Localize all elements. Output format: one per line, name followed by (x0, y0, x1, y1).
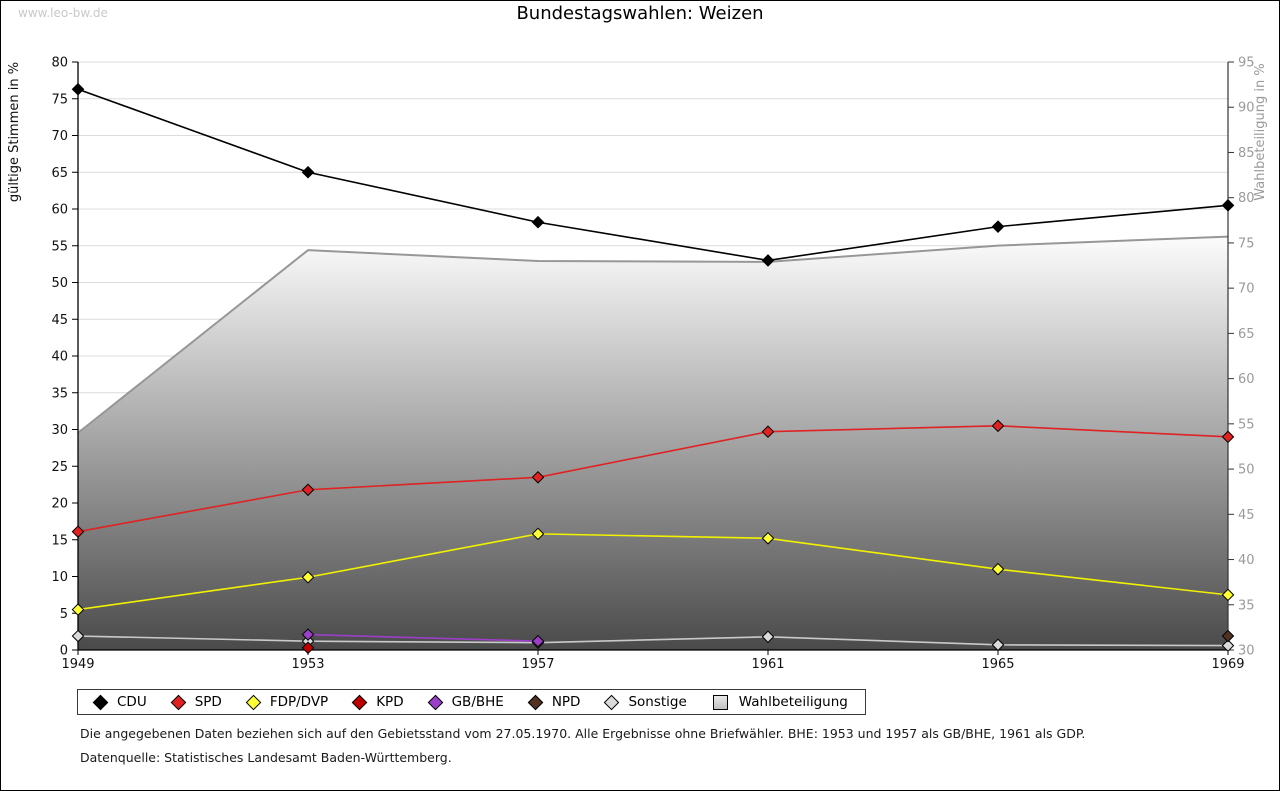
svg-text:45: 45 (51, 313, 68, 328)
square-marker-icon (712, 694, 728, 710)
chart-legend: CDU SPD FDP/DVP KPD GB/BHE NPD Sonstige Wahlbet… (77, 689, 866, 715)
diamond-marker-icon (92, 694, 109, 710)
legend-label: NPD (551, 694, 581, 710)
diamond-marker-icon (170, 694, 186, 710)
series-cdu (71, 82, 1235, 267)
svg-text:65: 65 (51, 166, 68, 181)
svg-text:90: 90 (1238, 101, 1255, 116)
svg-text:5: 5 (60, 607, 68, 622)
legend-label: CDU (117, 694, 147, 710)
svg-text:65: 65 (1238, 327, 1255, 342)
legend-label: Sonstige (628, 694, 687, 710)
diamond-marker-icon (351, 694, 368, 710)
svg-text:60: 60 (51, 203, 68, 218)
svg-text:35: 35 (51, 386, 68, 401)
svg-text:25: 25 (51, 460, 68, 475)
legend-label: Wahlbeteiligung (738, 694, 848, 710)
legend-item-fdp-dvp: FDP/DVP (235, 694, 341, 710)
svg-text:40: 40 (1238, 553, 1255, 568)
series-npd (1221, 629, 1235, 643)
legend-item-spd: SPD (160, 694, 235, 710)
svg-text:1953: 1953 (291, 657, 324, 672)
svg-text:55: 55 (51, 239, 68, 254)
svg-text:75: 75 (51, 92, 68, 107)
legend-label: FDP/DVP (269, 694, 329, 710)
series-gb-bhe (301, 628, 545, 648)
chart-title: Bundestagswahlen: Weizen (516, 3, 764, 24)
diamond-marker-icon (527, 694, 544, 710)
svg-text:35: 35 (1238, 598, 1255, 613)
series-kpd (301, 641, 315, 655)
series-spd (71, 419, 1235, 538)
legend-item-sonstige: Sonstige (593, 694, 699, 710)
election-line-chart: 0 5 10 15 20 25 30 35 40 45 50 55 60 65 70 75 80 30 35 40 45… (7, 56, 1268, 673)
svg-text:1957: 1957 (521, 657, 554, 672)
right-axis-title: Wahlbeteiligung in % (1253, 63, 1268, 200)
legend-item-wahlbeteiligung: Wahlbeteiligung (700, 694, 861, 710)
svg-text:80: 80 (51, 56, 68, 71)
svg-text:70: 70 (51, 129, 68, 144)
legend-item-kpd: KPD (341, 694, 416, 710)
svg-text:55: 55 (1238, 417, 1255, 432)
legend-label: SPD (194, 694, 222, 710)
svg-text:15: 15 (51, 533, 68, 548)
legend-label: GB/BHE (451, 694, 504, 710)
turnout-area-series (77, 235, 1229, 651)
svg-text:80: 80 (1238, 191, 1255, 206)
svg-text:95: 95 (1238, 56, 1255, 71)
svg-text:20: 20 (51, 497, 68, 512)
footnote-data-note: Die angegebenen Daten beziehen sich auf … (80, 726, 1086, 741)
svg-text:1965: 1965 (981, 657, 1014, 672)
legend-item-npd: NPD (517, 694, 594, 710)
diamond-marker-icon (245, 694, 262, 710)
svg-text:50: 50 (1238, 463, 1255, 478)
watermark: www.leo-bw.de (18, 6, 108, 20)
svg-text:85: 85 (1238, 146, 1255, 161)
svg-text:30: 30 (1238, 644, 1255, 659)
svg-text:60: 60 (1238, 372, 1255, 387)
x-axis-ticks: 1949 1953 1957 1961 1965 1969 (61, 650, 1245, 672)
svg-text:45: 45 (1238, 508, 1255, 523)
legend-item-cdu: CDU (82, 694, 160, 710)
svg-text:70: 70 (1238, 282, 1255, 297)
svg-text:75: 75 (1238, 236, 1255, 251)
svg-text:40: 40 (51, 350, 68, 365)
left-axis-ticks: 0 5 10 15 20 25 30 35 40 45 50 55 60 65 70 75 80 (51, 56, 78, 659)
footnote-source: Datenquelle: Statistisches Landesamt Bad… (80, 750, 452, 765)
svg-text:0: 0 (60, 644, 68, 659)
diamond-marker-icon (604, 694, 620, 710)
right-axis-ticks: 30 35 40 45 50 55 60 65 70 75 80 85 90 95 (1228, 56, 1255, 659)
svg-text:1969: 1969 (1211, 657, 1244, 672)
series-fdp-dvp (71, 527, 1235, 616)
legend-label: KPD (376, 694, 404, 710)
legend-item-gb-bhe: GB/BHE (417, 694, 517, 710)
left-axis-title: gültige Stimmen in % (7, 62, 22, 202)
svg-text:1961: 1961 (751, 657, 784, 672)
svg-text:10: 10 (51, 570, 68, 585)
svg-text:50: 50 (51, 276, 68, 291)
svg-text:30: 30 (51, 423, 68, 438)
svg-text:1949: 1949 (61, 657, 94, 672)
diamond-marker-icon (427, 694, 443, 710)
